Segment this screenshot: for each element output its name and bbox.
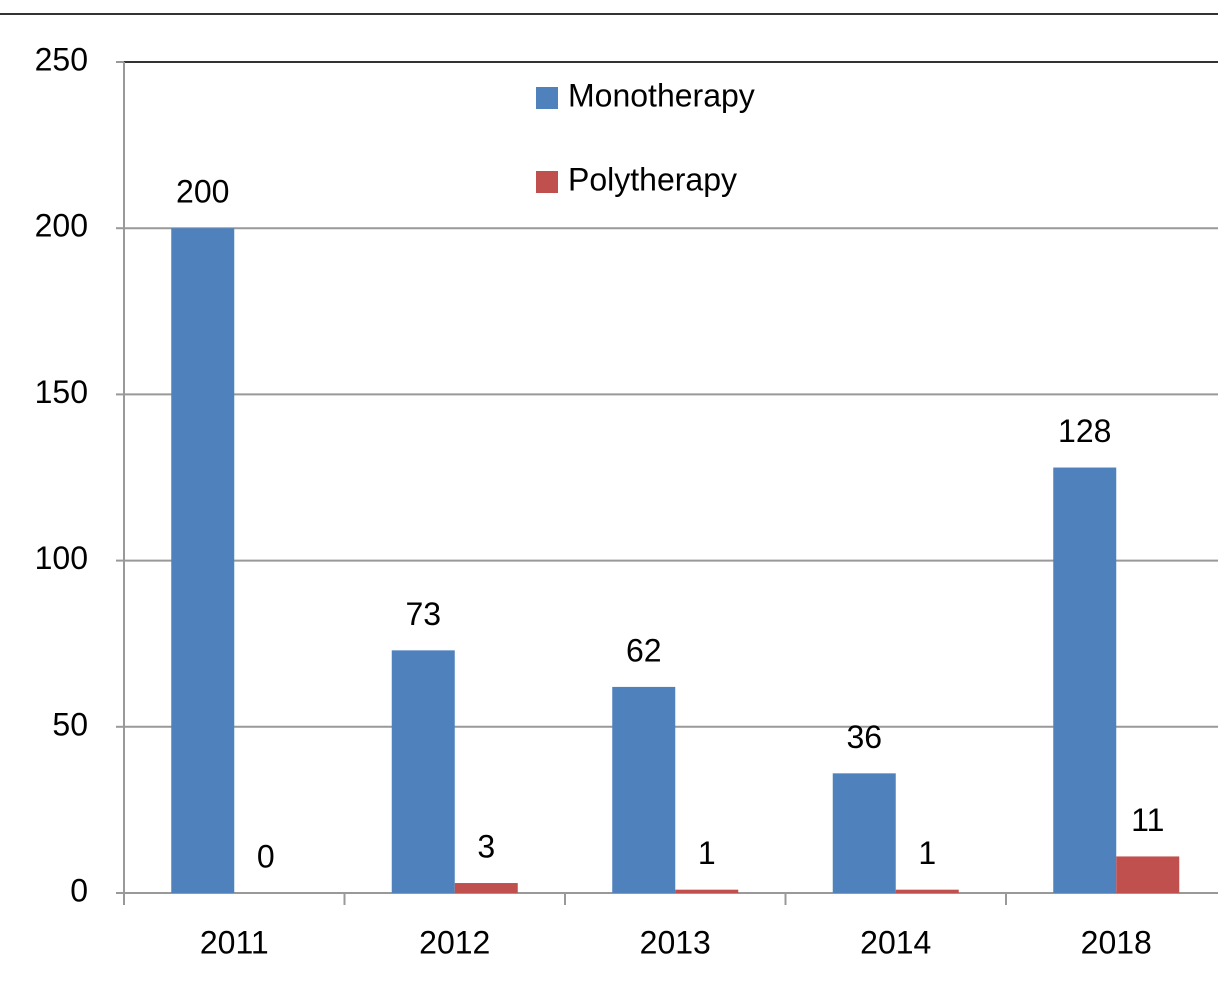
data-label: 3 (477, 828, 495, 864)
legend-swatch (536, 87, 558, 109)
x-tick-label: 2014 (860, 924, 931, 960)
bar (675, 889, 739, 893)
x-tick-label: 2011 (200, 924, 269, 960)
data-label: 36 (846, 719, 882, 755)
data-label: 1 (918, 835, 936, 871)
bar (612, 686, 676, 893)
data-label: 1 (698, 835, 716, 871)
bar (1053, 467, 1117, 893)
y-tick-label: 0 (70, 872, 88, 908)
legend-swatch (536, 171, 558, 193)
bar (454, 883, 518, 893)
data-label: 200 (176, 174, 229, 210)
x-tick-label: 2018 (1081, 924, 1152, 960)
bar (391, 650, 455, 893)
y-tick-label: 200 (35, 208, 88, 244)
bar (171, 228, 235, 893)
data-label: 62 (626, 632, 662, 668)
y-tick-label: 100 (35, 540, 88, 576)
data-label: 0 (257, 838, 275, 874)
bar (895, 889, 959, 893)
y-tick-label: 150 (35, 374, 88, 410)
legend-label: Polytherapy (568, 161, 737, 197)
bar (1116, 856, 1180, 893)
x-tick-label: 2012 (419, 924, 490, 960)
y-tick-label: 250 (35, 41, 88, 77)
data-label: 128 (1058, 413, 1111, 449)
y-tick-label: 50 (52, 706, 88, 742)
bar (832, 773, 896, 893)
legend-label: Monotherapy (568, 77, 755, 113)
x-tick-label: 2013 (640, 924, 711, 960)
data-label: 73 (405, 596, 441, 632)
data-label: 11 (1131, 802, 1164, 838)
